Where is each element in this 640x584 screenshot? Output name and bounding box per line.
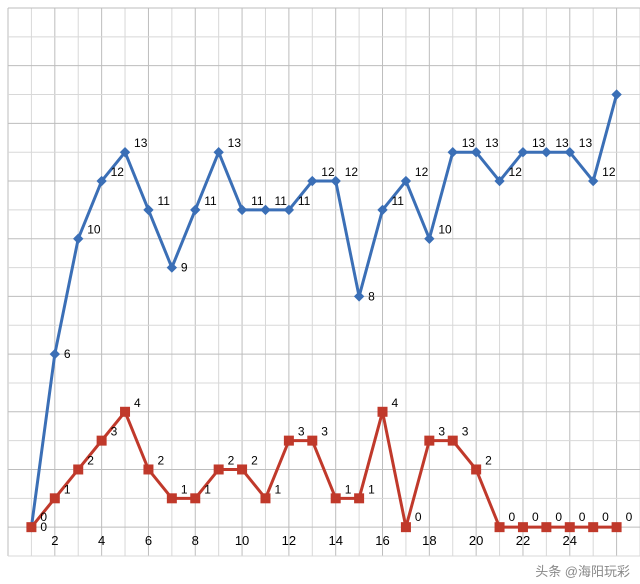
watermark-text: 头条 @海阳玩彩 <box>535 565 630 578</box>
x-tick-label: 10 <box>235 533 249 548</box>
marker-square <box>308 436 317 445</box>
x-tick-label: 12 <box>282 533 296 548</box>
point-label: 1 <box>64 482 71 496</box>
marker-square <box>589 523 598 532</box>
point-label: 13 <box>555 136 569 150</box>
x-tick-label: 4 <box>98 533 105 548</box>
point-label: 12 <box>345 165 359 179</box>
point-label: 6 <box>64 347 71 361</box>
point-label: 11 <box>204 194 217 208</box>
point-label: 13 <box>485 136 499 150</box>
point-label: 2 <box>228 453 235 467</box>
point-label: 0 <box>579 510 586 524</box>
x-tick-label: 16 <box>375 533 389 548</box>
point-label: 2 <box>87 453 94 467</box>
point-label: 3 <box>298 425 305 439</box>
point-label: 13 <box>532 136 546 150</box>
point-label: 11 <box>392 194 405 208</box>
point-label: 13 <box>228 136 242 150</box>
point-label: 0 <box>40 510 47 524</box>
point-label: 1 <box>368 482 375 496</box>
marker-square <box>214 465 223 474</box>
point-label: 10 <box>87 223 101 237</box>
x-tick-label: 6 <box>145 533 152 548</box>
marker-square <box>50 494 59 503</box>
point-label: 2 <box>251 453 258 467</box>
point-label: 0 <box>602 510 609 524</box>
marker-square <box>284 436 293 445</box>
x-tick-label: 14 <box>328 533 342 548</box>
marker-square <box>472 465 481 474</box>
point-label: 4 <box>134 396 141 410</box>
point-label: 11 <box>274 194 287 208</box>
point-label: 0 <box>415 510 422 524</box>
point-label: 13 <box>462 136 476 150</box>
marker-square <box>27 523 36 532</box>
marker-square <box>378 407 387 416</box>
marker-square <box>495 523 504 532</box>
point-label: 11 <box>251 194 264 208</box>
marker-square <box>121 407 130 416</box>
x-tick-label: 2 <box>51 533 58 548</box>
marker-square <box>191 494 200 503</box>
marker-square <box>144 465 153 474</box>
line-chart: 2468101214161820222406101213119111311111… <box>0 0 640 584</box>
marker-square <box>565 523 574 532</box>
point-label: 10 <box>438 223 452 237</box>
x-tick-label: 20 <box>469 533 483 548</box>
point-label: 3 <box>438 425 445 439</box>
marker-square <box>97 436 106 445</box>
point-label: 12 <box>321 165 335 179</box>
marker-square <box>261 494 270 503</box>
point-label: 3 <box>462 425 469 439</box>
point-label: 0 <box>555 510 562 524</box>
x-tick-label: 22 <box>516 533 530 548</box>
point-label: 3 <box>111 425 118 439</box>
marker-square <box>167 494 176 503</box>
point-label: 8 <box>368 289 375 303</box>
point-label: 12 <box>415 165 429 179</box>
point-label: 12 <box>111 165 125 179</box>
point-label: 12 <box>602 165 616 179</box>
marker-square <box>355 494 364 503</box>
marker-square <box>612 523 621 532</box>
point-label: 11 <box>298 194 311 208</box>
marker-square <box>331 494 340 503</box>
marker-square <box>401 523 410 532</box>
marker-square <box>542 523 551 532</box>
point-label: 1 <box>181 482 188 496</box>
marker-square <box>425 436 434 445</box>
point-label: 1 <box>204 482 211 496</box>
point-label: 0 <box>532 510 539 524</box>
point-label: 2 <box>485 453 492 467</box>
point-label: 2 <box>157 453 164 467</box>
point-label: 11 <box>157 194 170 208</box>
point-label: 1 <box>345 482 352 496</box>
point-label: 9 <box>181 261 188 275</box>
point-label: 4 <box>392 396 399 410</box>
point-label: 12 <box>509 165 523 179</box>
x-tick-label: 24 <box>563 533 577 548</box>
marker-square <box>238 465 247 474</box>
marker-square <box>74 465 83 474</box>
point-label: 0 <box>626 510 633 524</box>
x-tick-label: 18 <box>422 533 436 548</box>
point-label: 13 <box>134 136 148 150</box>
x-tick-label: 8 <box>192 533 199 548</box>
point-label: 1 <box>274 482 281 496</box>
point-label: 13 <box>579 136 593 150</box>
chart-container: 2468101214161820222406101213119111311111… <box>0 0 640 584</box>
point-label: 3 <box>321 425 328 439</box>
point-label: 0 <box>509 510 516 524</box>
marker-square <box>448 436 457 445</box>
marker-square <box>518 523 527 532</box>
